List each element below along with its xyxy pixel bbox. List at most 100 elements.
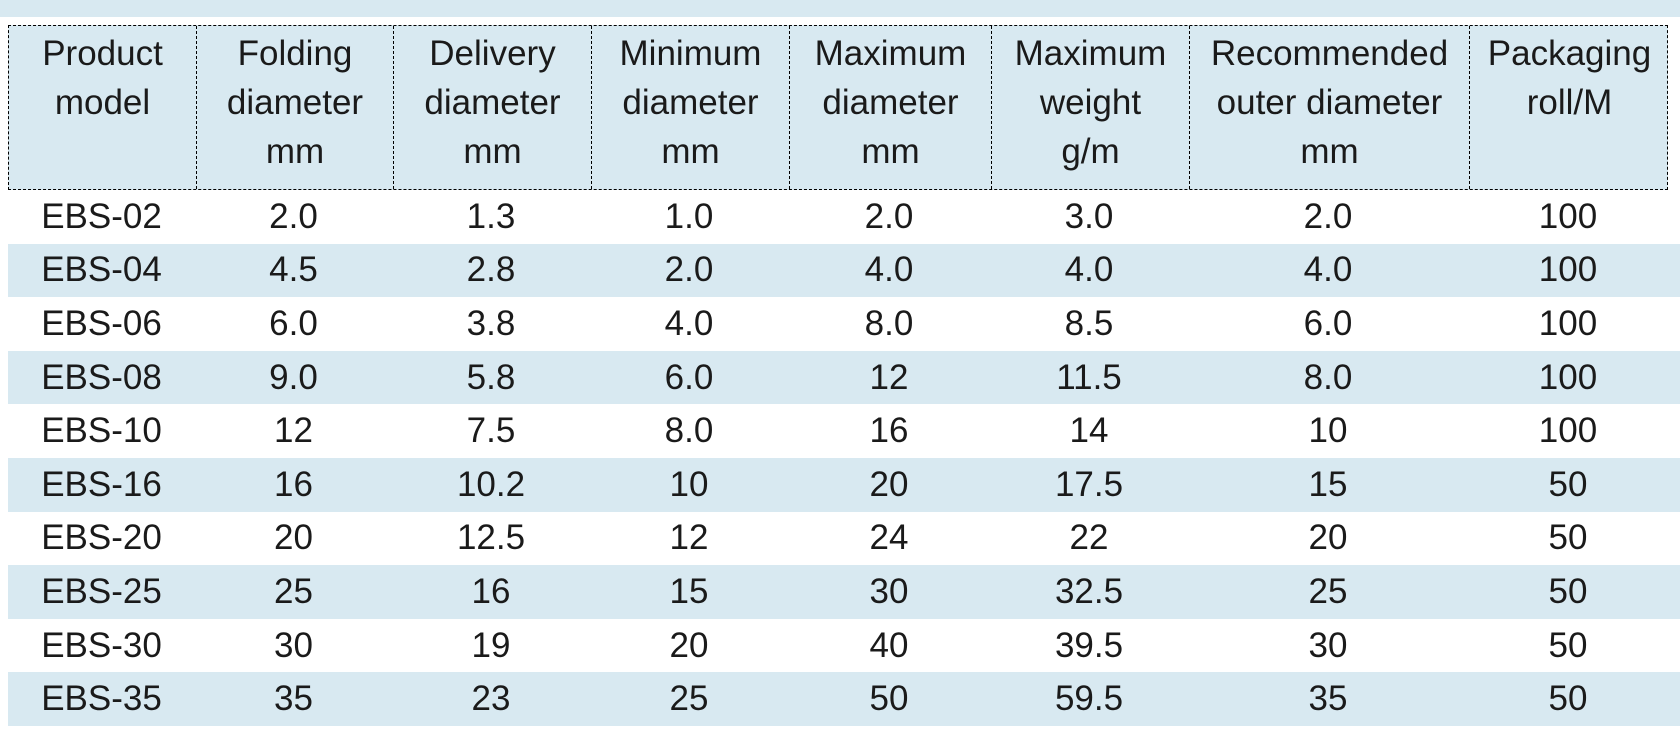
value-cell-recommended-outer-diameter: 20 <box>1308 518 1348 558</box>
column-header-line: mm <box>463 132 522 171</box>
column-header-line: mm <box>1300 132 1359 171</box>
value-cell-folding-diameter: 16 <box>274 464 313 504</box>
value-cell-folding-diameter: 25 <box>274 571 313 611</box>
value-cell-folding-diameter: 12 <box>274 411 313 451</box>
column-header-line: Product <box>42 34 163 73</box>
table-row-EBS-06: EBS-06 6.0 3.8 4.0 8.0 8.5 6.0 100 <box>8 297 1680 351</box>
value-cell-folding-diameter: 35 <box>274 679 313 719</box>
table-row-EBS-10: EBS-10 12 7.5 8.0 16 14 10 100 <box>8 404 1680 458</box>
value-cell-maximum-diameter: 50 <box>869 679 909 719</box>
value-cell-maximum-diameter: 12 <box>869 357 909 397</box>
column-header-product-model: Product model <box>9 26 196 189</box>
value-cell-delivery-diameter: 19 <box>471 625 511 665</box>
value-cell-maximum-weight: 17.5 <box>1054 464 1124 504</box>
value-cell-maximum-weight: 59.5 <box>1054 679 1124 719</box>
value-cell-minimum-diameter: 20 <box>669 625 709 665</box>
product-model-cell: EBS-16 <box>41 464 162 504</box>
value-cell-delivery-diameter: 23 <box>471 679 511 719</box>
product-model-cell: EBS-20 <box>41 518 162 558</box>
column-header-delivery-diameter: Delivery diameter mm <box>393 26 591 189</box>
value-cell-recommended-outer-diameter: 6.0 <box>1303 303 1353 343</box>
column-header-line: roll/M <box>1526 83 1613 122</box>
value-cell-packaging: 100 <box>1538 411 1598 451</box>
value-cell-maximum-weight: 8.5 <box>1064 303 1114 343</box>
value-cell-minimum-diameter: 4.0 <box>664 303 714 343</box>
value-cell-delivery-diameter: 16 <box>471 571 511 611</box>
column-header-minimum-diameter: Minimum diameter mm <box>591 26 789 189</box>
column-header-line: Folding <box>237 34 353 73</box>
column-header-maximum-weight: Maximum weight g/m <box>991 26 1189 189</box>
column-header-line: diameter <box>822 83 959 122</box>
column-header-line: g/m <box>1061 132 1120 171</box>
value-cell-maximum-diameter: 8.0 <box>864 303 914 343</box>
value-cell-packaging: 50 <box>1548 518 1588 558</box>
value-cell-recommended-outer-diameter: 25 <box>1308 571 1348 611</box>
value-cell-folding-diameter: 9.0 <box>269 357 318 397</box>
value-cell-maximum-diameter: 20 <box>869 464 909 504</box>
value-cell-packaging: 100 <box>1538 303 1598 343</box>
column-header-line: weight <box>1039 83 1142 122</box>
column-header-line: Delivery <box>429 34 556 73</box>
value-cell-maximum-weight: 4.0 <box>1064 250 1114 290</box>
value-cell-maximum-diameter: 30 <box>869 571 909 611</box>
column-header-line: diameter <box>424 83 561 122</box>
table-row-EBS-30: EBS-30 30 19 20 40 39.5 30 50 <box>8 619 1680 673</box>
table-body: EBS-02 2.0 1.3 1.0 2.0 3.0 2.0 100 EBS-04 4.5 2.8 2… <box>8 190 1680 726</box>
value-cell-delivery-diameter: 12.5 <box>456 518 526 558</box>
value-cell-maximum-weight: 32.5 <box>1054 571 1124 611</box>
value-cell-recommended-outer-diameter: 10 <box>1308 411 1348 451</box>
value-cell-delivery-diameter: 10.2 <box>456 464 526 504</box>
value-cell-minimum-diameter: 10 <box>669 464 709 504</box>
table-row-EBS-25: EBS-25 25 16 15 30 32.5 25 50 <box>8 565 1680 619</box>
product-spec-table: Product model Folding diameter mm Delivery dia… <box>8 25 1680 726</box>
value-cell-folding-diameter: 4.5 <box>269 250 318 290</box>
value-cell-packaging: 100 <box>1538 196 1598 236</box>
value-cell-maximum-weight: 14 <box>1069 411 1109 451</box>
value-cell-delivery-diameter: 2.8 <box>466 250 516 290</box>
value-cell-maximum-diameter: 2.0 <box>864 196 914 236</box>
value-cell-folding-diameter: 2.0 <box>269 196 318 236</box>
column-header-maximum-diameter: Maximum diameter mm <box>789 26 991 189</box>
column-header-line <box>9 127 196 176</box>
table-row-EBS-35: EBS-35 35 23 25 50 59.5 35 50 <box>8 672 1680 726</box>
column-header-line: mm <box>861 132 920 171</box>
product-model-cell: EBS-04 <box>41 250 162 290</box>
column-header-line: mm <box>265 132 325 171</box>
value-cell-delivery-diameter: 3.8 <box>466 303 516 343</box>
product-model-cell: EBS-08 <box>41 357 162 397</box>
value-cell-recommended-outer-diameter: 30 <box>1308 625 1348 665</box>
value-cell-maximum-weight: 39.5 <box>1054 625 1124 665</box>
column-header-line: Packaging <box>1487 34 1652 73</box>
table-row-EBS-16: EBS-16 16 10.2 10 20 17.5 15 50 <box>8 457 1680 512</box>
column-header-recommended-outer-diameter: Recommended outer diameter mm <box>1189 26 1469 189</box>
column-header-folding-diameter: Folding diameter mm <box>196 26 393 189</box>
value-cell-packaging: 50 <box>1548 625 1588 665</box>
value-cell-minimum-diameter: 15 <box>669 571 709 611</box>
value-cell-delivery-diameter: 5.8 <box>466 357 516 397</box>
value-cell-recommended-outer-diameter: 15 <box>1308 464 1348 504</box>
table-row-EBS-04: EBS-04 4.5 2.8 2.0 4.0 4.0 4.0 100 <box>8 243 1680 298</box>
column-header-line: outer diameter <box>1216 83 1443 122</box>
column-header-line: mm <box>661 132 720 171</box>
value-cell-folding-diameter: 20 <box>274 518 313 558</box>
value-cell-folding-diameter: 6.0 <box>269 303 318 343</box>
value-cell-packaging: 100 <box>1538 250 1598 290</box>
product-model-cell: EBS-10 <box>41 411 162 451</box>
value-cell-minimum-diameter: 12 <box>669 518 709 558</box>
top-strip <box>0 0 1680 17</box>
value-cell-maximum-weight: 3.0 <box>1064 196 1114 236</box>
value-cell-folding-diameter: 30 <box>274 625 313 665</box>
column-header-line: Maximum <box>814 34 967 73</box>
value-cell-recommended-outer-diameter: 4.0 <box>1303 250 1353 290</box>
table-header-row: Product model Folding diameter mm Delivery dia… <box>8 25 1668 190</box>
table-row-EBS-08: EBS-08 9.0 5.8 6.0 12 11.5 8.0 100 <box>8 350 1680 405</box>
column-header-line: model <box>54 83 151 122</box>
value-cell-maximum-weight: 11.5 <box>1056 357 1122 397</box>
value-cell-recommended-outer-diameter: 35 <box>1308 679 1348 719</box>
value-cell-maximum-diameter: 16 <box>869 411 909 451</box>
column-header-line: Recommended <box>1210 34 1449 73</box>
value-cell-minimum-diameter: 6.0 <box>664 357 714 397</box>
value-cell-delivery-diameter: 7.5 <box>466 411 516 451</box>
value-cell-minimum-diameter: 2.0 <box>664 250 714 290</box>
